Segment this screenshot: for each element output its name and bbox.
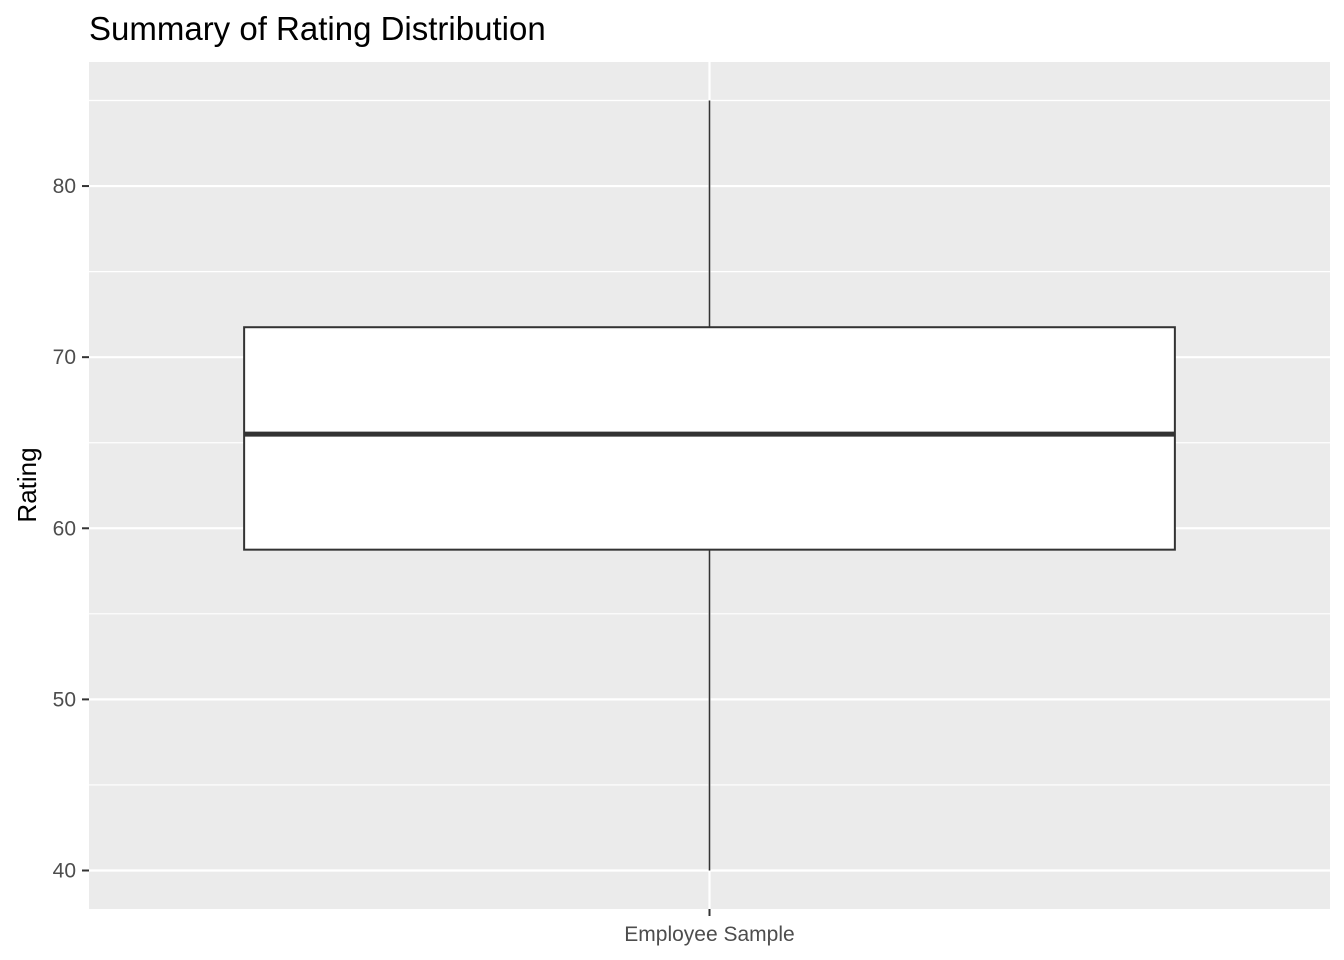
y-axis-title: Rating [12,447,42,522]
box-iqr [243,326,1176,551]
boxplot-series [243,100,1176,871]
y-tick-label: 80 [53,175,76,198]
x-tick-label: Employee Sample [624,923,794,946]
chart-title: Summary of Rating Distribution [89,10,546,47]
y-tick-label: 60 [53,517,76,540]
y-tick-label: 70 [53,346,76,369]
y-tick-label: 40 [53,860,76,883]
y-axis: 40 50 60 70 80 [53,175,89,883]
x-axis: Employee Sample [624,909,795,946]
y-tick-label: 50 [53,688,76,711]
box-group [243,100,1176,871]
